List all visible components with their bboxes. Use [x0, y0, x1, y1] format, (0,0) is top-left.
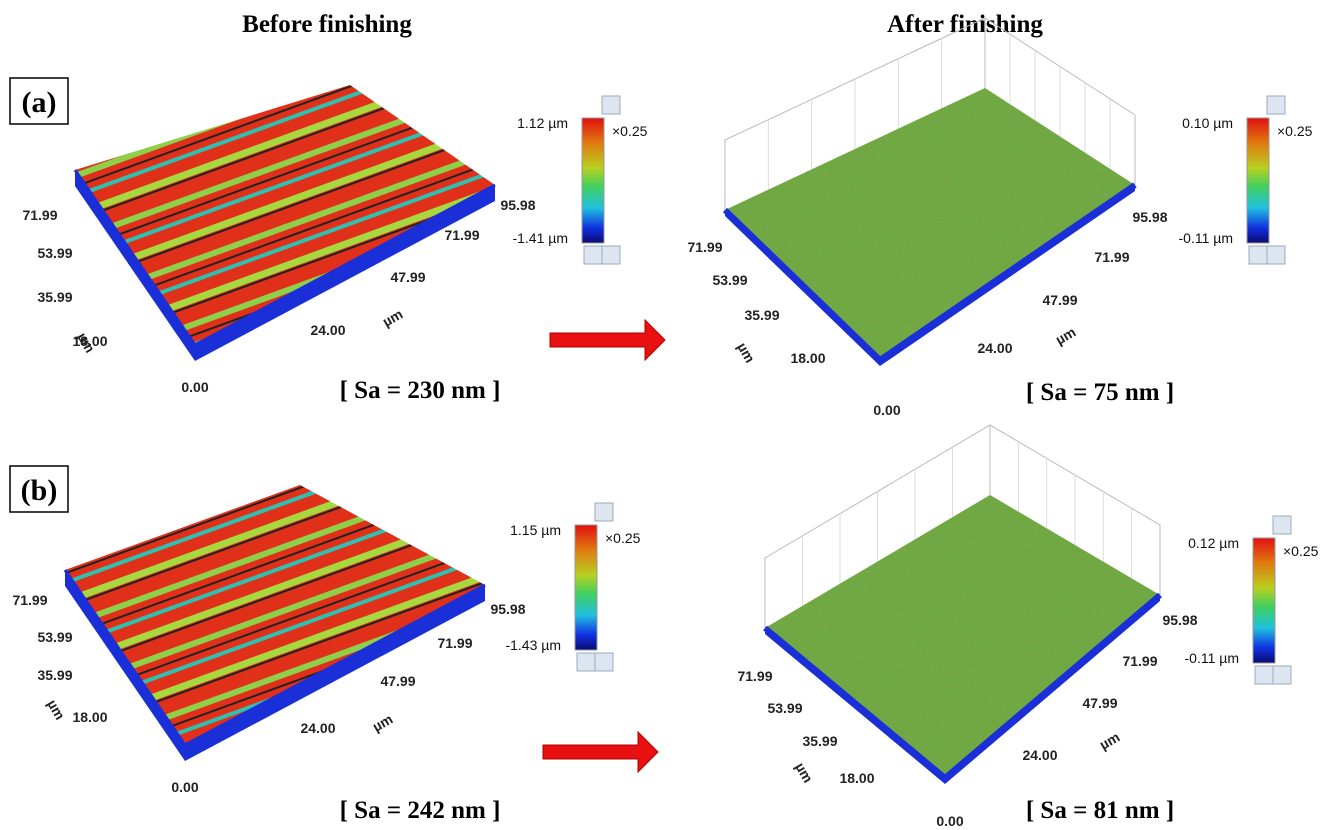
y-tick-label: 71.99 — [687, 239, 722, 255]
column-header: Before finishing — [242, 11, 412, 38]
x-tick-label: 24.00 — [300, 720, 335, 736]
x-tick-label: 95.98 — [500, 197, 535, 213]
y-tick-label: 53.99 — [767, 700, 802, 716]
y-tick-label: 71.99 — [12, 592, 47, 608]
colorbar — [1253, 538, 1275, 663]
figure: Before finishing After finishing (a) (b)… — [0, 0, 1335, 830]
colorbar-button — [1267, 246, 1285, 264]
caption: [ Sa = 75 nm ] — [1026, 379, 1174, 406]
colorbar-button — [1273, 516, 1291, 534]
x-tick-label: 47.99 — [1042, 292, 1077, 308]
colorbar-button — [584, 246, 602, 264]
panel-label: (a) — [22, 86, 57, 119]
colorbar-button — [1249, 246, 1267, 264]
axis-unit: µm — [380, 306, 406, 330]
colorbar-button — [1255, 666, 1273, 684]
x-tick-label: 71.99 — [444, 227, 479, 243]
colorbar-scale: ×0.25 — [1283, 543, 1319, 559]
arrow — [543, 732, 658, 772]
panel-label: (b) — [21, 474, 58, 507]
y-tick-label: 53.99 — [37, 629, 72, 645]
axis-unit: µm — [44, 697, 68, 723]
axis-unit: µm — [734, 340, 758, 366]
colorbar — [1247, 118, 1269, 243]
colorbar-button — [1267, 96, 1285, 114]
x-tick-label: 95.98 — [490, 601, 525, 617]
colorbar-scale: ×0.25 — [612, 123, 648, 139]
colorbar-max: 0.10 µm — [1182, 115, 1233, 131]
y-tick-label: 71.99 — [737, 668, 772, 684]
y-tick-label: 53.99 — [37, 245, 72, 261]
y-tick-label: 0.00 — [171, 779, 198, 795]
axis-unit: µm — [1097, 729, 1123, 753]
colorbar-button — [1273, 666, 1291, 684]
y-tick-label: 18.00 — [72, 709, 107, 725]
y-tick-label: 35.99 — [37, 667, 72, 683]
colorbar-max: 0.12 µm — [1188, 535, 1239, 551]
colorbar-max: 1.15 µm — [510, 522, 561, 538]
axis-unit: µm — [370, 711, 396, 735]
y-tick-label: 35.99 — [37, 289, 72, 305]
y-tick-label: 71.99 — [22, 207, 57, 223]
arrow — [550, 320, 665, 360]
x-tick-label: 71.99 — [1094, 249, 1129, 265]
colorbar-button — [577, 653, 595, 671]
y-tick-label: 53.99 — [712, 272, 747, 288]
colorbar — [575, 525, 597, 650]
colorbar-button — [602, 246, 620, 264]
x-tick-label: 24.00 — [310, 322, 345, 338]
y-tick-label: 0.00 — [181, 379, 208, 395]
caption: [ Sa = 81 nm ] — [1026, 797, 1174, 824]
y-tick-label: 18.00 — [839, 770, 874, 786]
x-tick-label: 47.99 — [380, 673, 415, 689]
colorbar-min: -0.11 µm — [1179, 230, 1234, 246]
colorbar-button — [595, 503, 613, 521]
colorbar — [582, 118, 604, 243]
y-tick-label: 35.99 — [802, 733, 837, 749]
y-tick-label: 18.00 — [790, 350, 825, 366]
colorbar-button — [602, 96, 620, 114]
column-header: After finishing — [887, 11, 1043, 38]
x-tick-label: 47.99 — [1082, 695, 1117, 711]
colorbar-button — [595, 653, 613, 671]
y-tick-label: 0.00 — [873, 402, 900, 418]
axis-unit: µm — [1053, 324, 1079, 348]
y-tick-label: 35.99 — [744, 307, 779, 323]
x-tick-label: 24.00 — [1022, 747, 1057, 763]
x-tick-label: 71.99 — [1122, 653, 1157, 669]
y-tick-label: 0.00 — [936, 813, 963, 829]
colorbar-min: -1.43 µm — [505, 637, 561, 653]
x-tick-label: 95.98 — [1162, 612, 1197, 628]
colorbar-scale: ×0.25 — [605, 530, 641, 546]
colorbar-scale: ×0.25 — [1277, 123, 1313, 139]
x-tick-label: 24.00 — [977, 340, 1012, 356]
colorbar-min: -1.41 µm — [512, 230, 568, 246]
x-tick-label: 47.99 — [390, 269, 425, 285]
x-tick-label: 95.98 — [1132, 209, 1167, 225]
x-tick-label: 71.99 — [437, 635, 472, 651]
caption: [ Sa = 230 nm ] — [340, 377, 501, 404]
caption: [ Sa = 242 nm ] — [340, 797, 501, 824]
axis-unit: µm — [792, 760, 816, 786]
colorbar-max: 1.12 µm — [517, 115, 568, 131]
colorbar-min: -0.11 µm — [1185, 650, 1240, 666]
